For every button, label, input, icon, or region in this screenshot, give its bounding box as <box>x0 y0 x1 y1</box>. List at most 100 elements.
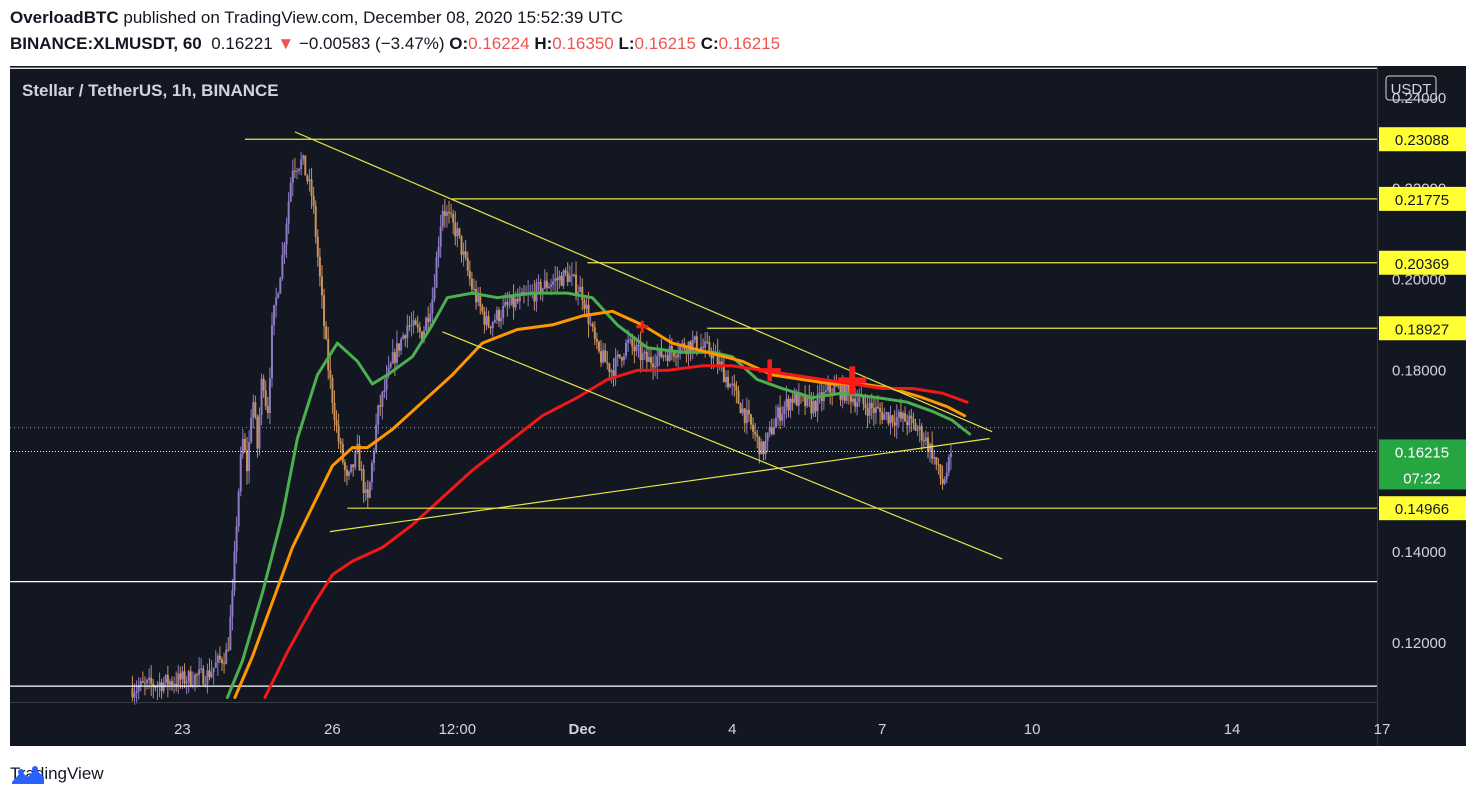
candle-body <box>593 327 596 339</box>
candle-body <box>343 462 346 470</box>
candle-body <box>273 305 276 325</box>
ema_slow-line[interactable] <box>263 364 969 699</box>
candle-body <box>510 295 513 305</box>
candle-body <box>302 155 305 160</box>
candle-body <box>504 301 507 306</box>
level-badge <box>1379 186 1466 211</box>
high-label: H: <box>534 34 553 53</box>
author-name[interactable]: OverloadBTC <box>10 8 119 27</box>
candle-body <box>743 408 746 424</box>
candle-body <box>283 244 286 255</box>
ema_fast-line[interactable] <box>225 291 972 699</box>
candle-body <box>558 275 561 281</box>
price-chart[interactable]: Stellar / TetherUS, 1h, BINANCE USDT 0.2… <box>10 66 1466 746</box>
candle-body <box>552 281 555 285</box>
candle-body <box>827 385 830 391</box>
candle-body <box>706 341 709 343</box>
candle-body <box>633 346 636 352</box>
candle-body <box>143 682 146 684</box>
candle-body <box>902 412 905 419</box>
y-tick-label: 0.20000 <box>1392 272 1446 289</box>
candle-body <box>856 402 859 407</box>
level-badge <box>1379 127 1466 152</box>
candle-body <box>612 370 615 377</box>
candle-body <box>200 668 203 670</box>
candle-body <box>354 451 357 468</box>
candle-body <box>500 317 503 322</box>
candle-body <box>495 310 498 320</box>
candle-body <box>862 395 865 404</box>
candle-body <box>312 195 315 206</box>
candle-body <box>804 395 807 406</box>
trendline[interactable] <box>329 437 990 533</box>
candle-body <box>737 390 740 404</box>
candle-body <box>325 326 328 340</box>
candle-body <box>945 472 948 480</box>
candle-body <box>402 335 405 340</box>
candle-body <box>722 364 725 383</box>
candle-body <box>785 398 788 407</box>
candle-body <box>906 421 909 426</box>
candle-body <box>724 376 727 383</box>
candle-body <box>310 179 313 196</box>
ema_mid-line[interactable] <box>233 309 967 699</box>
candle-body <box>146 680 149 683</box>
x-tick-label: 23 <box>174 721 191 738</box>
candle-body <box>864 403 867 409</box>
candle-body <box>556 278 559 281</box>
candle-body <box>223 663 226 665</box>
footer: TradingView <box>10 764 104 784</box>
candle-body <box>429 313 432 322</box>
low-label: L: <box>618 34 635 53</box>
candle-body <box>647 357 650 362</box>
candle-body <box>212 667 215 673</box>
candle-body <box>668 345 671 361</box>
published-text: published on TradingView.com, December 0… <box>123 8 623 27</box>
candle-body <box>137 686 140 691</box>
candle-body <box>368 482 371 498</box>
candle-body <box>731 383 734 385</box>
publish-info: OverloadBTC published on TradingView.com… <box>10 8 623 28</box>
candle-body <box>339 441 342 444</box>
candle-body <box>837 386 840 388</box>
candle-body <box>193 674 196 686</box>
candle-body <box>285 223 288 245</box>
candle-body <box>816 393 819 412</box>
candle-body <box>508 304 511 306</box>
last-price-text: 0.16221 <box>211 34 273 53</box>
candle-body <box>202 668 205 685</box>
trendline[interactable] <box>294 131 993 433</box>
candle-body <box>448 211 451 214</box>
candle-body <box>316 236 319 257</box>
candle-body <box>672 351 675 357</box>
candle-body <box>189 671 192 686</box>
candle-body <box>383 390 386 393</box>
candle-body <box>756 434 759 437</box>
candle-body <box>458 228 461 236</box>
candle-body <box>171 681 174 686</box>
candle-body <box>158 682 161 686</box>
currency-badge[interactable] <box>1385 75 1437 101</box>
candle-body <box>358 444 361 471</box>
y-tick-label: 0.14000 <box>1392 544 1446 561</box>
trendline[interactable] <box>442 331 1003 560</box>
candle-body <box>933 457 936 459</box>
candle-body <box>418 327 421 332</box>
candle-body <box>899 412 902 419</box>
candle-body <box>460 235 463 255</box>
candle-body <box>824 390 827 392</box>
lines-layer <box>10 67 1377 699</box>
candle-body <box>481 305 484 312</box>
candle-body <box>154 686 157 688</box>
candle-body <box>795 392 798 406</box>
tradingview-logo-icon[interactable] <box>10 764 46 786</box>
level-badge <box>1379 250 1466 275</box>
open-label: O: <box>449 34 469 53</box>
chart-panel[interactable]: Stellar / TetherUS, 1h, BINANCE USDT 0.2… <box>10 66 1466 746</box>
candle-body <box>727 376 730 388</box>
candle-body <box>937 464 940 466</box>
candle-body <box>329 370 332 379</box>
candle-body <box>941 478 944 484</box>
candle-body <box>239 454 242 492</box>
candle-body <box>579 286 582 293</box>
